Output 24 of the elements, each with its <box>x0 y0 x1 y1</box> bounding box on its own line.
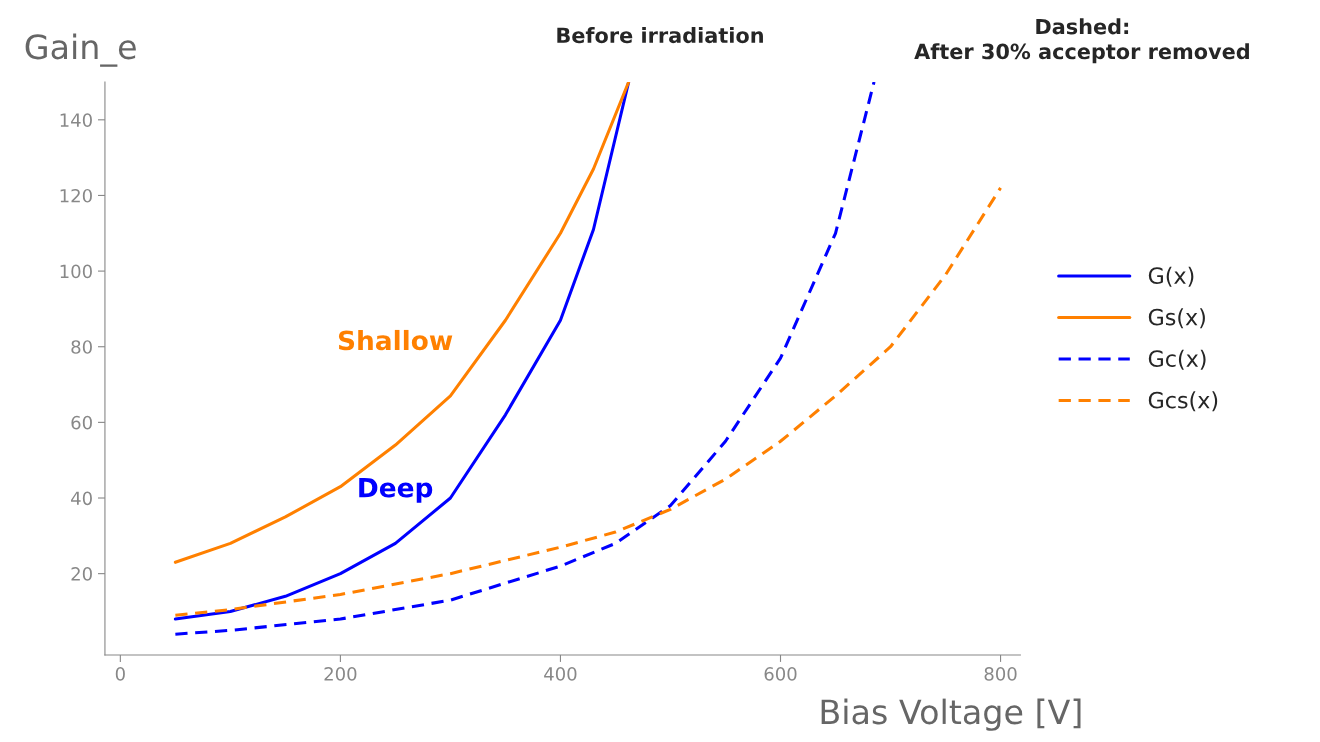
y-tick-label: 20 <box>71 567 92 581</box>
x-tick-label: 0 <box>115 667 125 681</box>
legend-label: Gc(x) <box>1148 349 1206 370</box>
legend-label: Gcs(x) <box>1148 391 1218 412</box>
text: Dashed: After 30% acceptor removed <box>914 18 1249 64</box>
y-tick-label: 60 <box>71 415 92 430</box>
annotation: Deep <box>359 477 433 503</box>
legend-label: Gs(x) <box>1148 308 1205 329</box>
y-tick-label: 140 <box>60 113 92 127</box>
y-tick-label: 80 <box>71 340 92 354</box>
line-series <box>173 81 876 636</box>
y-tick-label: 120 <box>60 188 92 203</box>
chart-title: Before irradiation <box>557 27 763 44</box>
y-axis-title: Gain_e <box>25 33 136 67</box>
y-tick-label: 100 <box>60 264 92 279</box>
annotation: Shallow <box>338 329 453 351</box>
x-tick-label: 600 <box>764 667 797 681</box>
line-series <box>173 186 1003 617</box>
x-tick-label: 200 <box>324 667 357 681</box>
x-tick-label: 400 <box>544 667 577 681</box>
y-tick-label: 40 <box>71 491 92 506</box>
legend-label: G(x) <box>1148 266 1194 287</box>
x-tick-label: 800 <box>984 667 1017 681</box>
x-axis-title: Bias Voltage [V] <box>821 698 1081 731</box>
